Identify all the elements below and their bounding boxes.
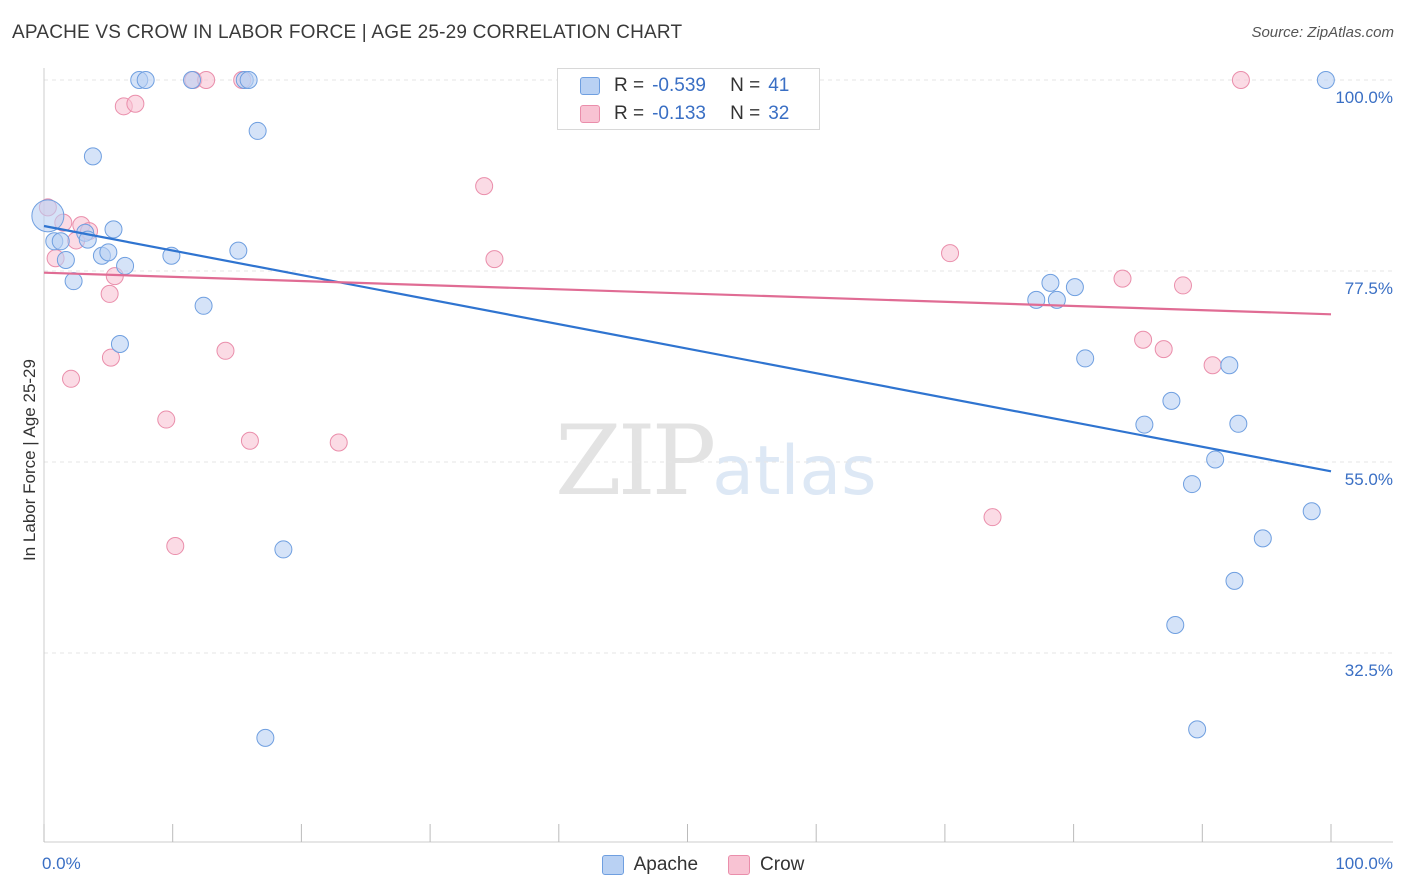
crow-point-26	[1154, 340, 1173, 359]
crow-point-3	[62, 369, 81, 388]
crow-point-25	[1134, 330, 1153, 349]
crow-point-21	[485, 250, 504, 269]
source-label: Source: ZipAtlas.com	[1251, 24, 1394, 41]
apache-point-32	[1183, 475, 1202, 494]
tick-labels: 100.0% 77.5% 55.0% 32.5% 0.0% 100.0%	[42, 88, 1393, 873]
apache-trend-line	[43, 224, 1332, 473]
apache-point-38	[1253, 529, 1272, 548]
crow-point-13	[166, 537, 185, 556]
chart-title: APACHE VS CROW IN LABOR FORCE | AGE 25-2…	[12, 22, 683, 43]
apache-point-23	[274, 540, 293, 559]
apache-r-label: R =	[614, 75, 645, 96]
apache-point-25	[1041, 273, 1060, 292]
apache-point-16	[183, 71, 202, 89]
crow-point-29	[1231, 71, 1250, 89]
apache-point-18	[229, 241, 248, 260]
crow-point-19	[329, 433, 348, 452]
apache-legend-label: Apache	[633, 854, 699, 875]
apache-point-9	[99, 243, 118, 262]
legend-row-apache: R = -0.539 N = 41	[580, 72, 789, 100]
crow-point-11	[126, 94, 145, 113]
y-tick-label-2: 55.0%	[1345, 470, 1393, 489]
apache-point-36	[1225, 571, 1244, 590]
crow-legend-swatch	[728, 855, 751, 875]
apache-point-0	[31, 199, 65, 233]
crow-legend-label: Crow	[760, 854, 805, 875]
crow-point-16	[216, 341, 235, 360]
crow-point-24	[1113, 269, 1132, 288]
apache-legend-swatch	[601, 855, 624, 875]
crow-point-7	[100, 284, 119, 303]
apache-point-20	[239, 71, 258, 89]
crow-point-20	[475, 177, 494, 196]
x-tick-label-1: 100.0%	[1335, 854, 1393, 873]
crow-point-18	[240, 431, 259, 450]
apache-point-11	[110, 335, 129, 354]
watermark: ZIPatlas	[555, 405, 877, 517]
apache-point-3	[56, 250, 75, 269]
legend-item-apache[interactable]: Apache	[601, 854, 699, 876]
apache-point-31	[1166, 615, 1185, 634]
apache-point-28	[1076, 349, 1095, 368]
apache-point-35	[1220, 356, 1239, 375]
series-legend: Apache Crow	[0, 852, 1406, 878]
apache-point-22	[256, 728, 275, 747]
crow-r-value: -0.133	[652, 103, 706, 124]
apache-point-10	[104, 220, 123, 239]
y-tick-label-3: 32.5%	[1345, 661, 1393, 680]
crow-r-label: R =	[614, 103, 645, 124]
legend-row-crow: R = -0.133 N = 32	[580, 100, 789, 128]
crow-swatch	[580, 105, 600, 123]
y-tick-label-1: 77.5%	[1345, 279, 1393, 298]
crow-n-label: N =	[730, 103, 761, 124]
apache-point-33	[1188, 720, 1207, 739]
crow-point-23	[983, 508, 1002, 527]
crow-point-8	[101, 348, 120, 367]
apache-point-4	[64, 272, 83, 291]
apache-point-2	[51, 232, 70, 251]
apache-swatch	[580, 77, 600, 95]
y-tick-label-0: 100.0%	[1335, 88, 1393, 107]
y-axis-label: In Labor Force | Age 25-29	[20, 359, 39, 561]
apache-n-label: N =	[730, 75, 761, 96]
apache-point-14	[136, 71, 155, 89]
apache-point-40	[1316, 71, 1335, 89]
apache-point-39	[1302, 502, 1321, 521]
apache-point-34	[1206, 450, 1225, 469]
crow-point-28	[1203, 356, 1222, 375]
apache-point-26	[1047, 290, 1066, 309]
grid-lines	[44, 79, 1393, 654]
apache-point-30	[1162, 391, 1181, 410]
apache-point-7	[83, 147, 102, 166]
apache-point-27	[1065, 278, 1084, 297]
crow-n-value: 32	[768, 103, 790, 124]
x-tick-label-0: 0.0%	[42, 854, 81, 873]
crow-point-27	[1173, 276, 1192, 295]
crow-point-22	[941, 244, 960, 263]
crow-points	[38, 71, 1250, 556]
watermark-atlas: atlas	[712, 432, 877, 511]
apache-point-17	[194, 296, 213, 315]
apache-point-21	[248, 121, 267, 140]
apache-point-12	[116, 256, 135, 275]
watermark-zip: ZIP	[555, 405, 716, 517]
crow-trend-line	[43, 271, 1332, 316]
crow-point-12	[157, 410, 176, 429]
apache-point-37	[1229, 414, 1248, 433]
apache-r-value: -0.539	[652, 75, 706, 96]
trend-lines	[43, 224, 1332, 473]
legend-item-crow[interactable]: Crow	[728, 854, 804, 876]
stats-legend: R = -0.539 N = 41 R = -0.133 N = 32	[557, 68, 820, 130]
apache-points	[31, 71, 1335, 747]
apache-point-29	[1135, 415, 1154, 434]
axes	[43, 68, 1393, 843]
apache-n-value: 41	[768, 75, 790, 96]
